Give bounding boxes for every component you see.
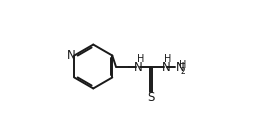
Text: H: H bbox=[179, 60, 186, 70]
Text: H: H bbox=[136, 54, 144, 64]
Text: N: N bbox=[176, 61, 184, 74]
Text: N: N bbox=[161, 61, 170, 74]
Text: S: S bbox=[147, 91, 155, 104]
Text: N: N bbox=[133, 61, 142, 74]
Text: H: H bbox=[164, 54, 172, 64]
Text: 2: 2 bbox=[181, 67, 186, 76]
Text: N: N bbox=[67, 49, 76, 62]
